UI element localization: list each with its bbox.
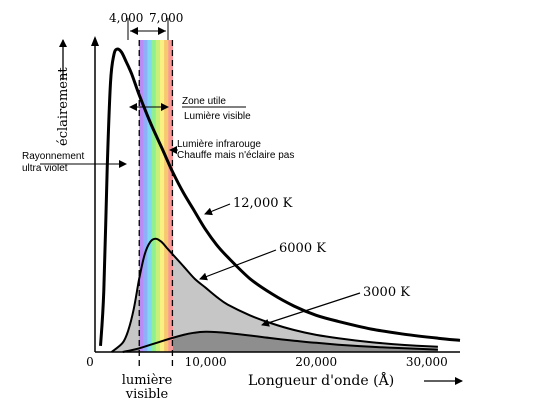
spectrum-stripe (164, 40, 169, 352)
lumiere-visible-label: Lumière visible (184, 111, 251, 122)
visible-max-label: 7,000 (149, 11, 183, 25)
visible-bottom-label-1: lumière (122, 373, 173, 388)
y-axis-label: éclairement (56, 67, 71, 146)
x-tick-label: 0 (86, 355, 94, 369)
spectrum-stripe (168, 40, 173, 352)
visible-bottom-label-2: visible (125, 387, 169, 400)
spectrum-stripe (151, 40, 157, 352)
x-tick-labels: 0 10,000 20,000 30,000 (86, 355, 448, 369)
spectrum-stripe (155, 40, 161, 352)
spectrum-stripe (139, 40, 144, 352)
series-arrow-6000k-icon (199, 249, 277, 281)
area-6000k (111, 238, 438, 352)
y-axis-arrow-icon (91, 36, 99, 46)
x-tick-label: 10,000 (185, 355, 227, 369)
spectrum-stripe (160, 40, 165, 352)
curve-12000k (99, 47, 461, 346)
infrarouge-label-2: Chauffe mais n'éclaire pas (177, 150, 294, 161)
series-label-12000k: 12,000 K (233, 196, 293, 211)
uv-label-2: ultra violet (22, 163, 68, 174)
zone-utile-label: Zone utile (182, 96, 226, 107)
series-arrow-12000k-icon (204, 203, 231, 216)
x-tick-label: 20,000 (295, 355, 337, 369)
x-axis-label: Longueur d'onde (Å) (248, 371, 394, 389)
spectrum-stripe (147, 40, 153, 352)
visible-spectrum-band (139, 40, 173, 352)
spectrum-stripe (143, 40, 149, 352)
infrarouge-label-1: Lumière infrarouge (177, 139, 261, 150)
uv-label-1: Rayonnement (22, 151, 84, 162)
curve-3000k (122, 330, 438, 353)
series-arrow-3000k-icon (261, 292, 361, 327)
visible-min-label: 4,000 (109, 11, 143, 25)
x-tick-label: 30,000 (406, 355, 448, 369)
series-label-3000k: 3000 K (363, 285, 410, 300)
series-label-6000k: 6000 K (279, 241, 326, 256)
